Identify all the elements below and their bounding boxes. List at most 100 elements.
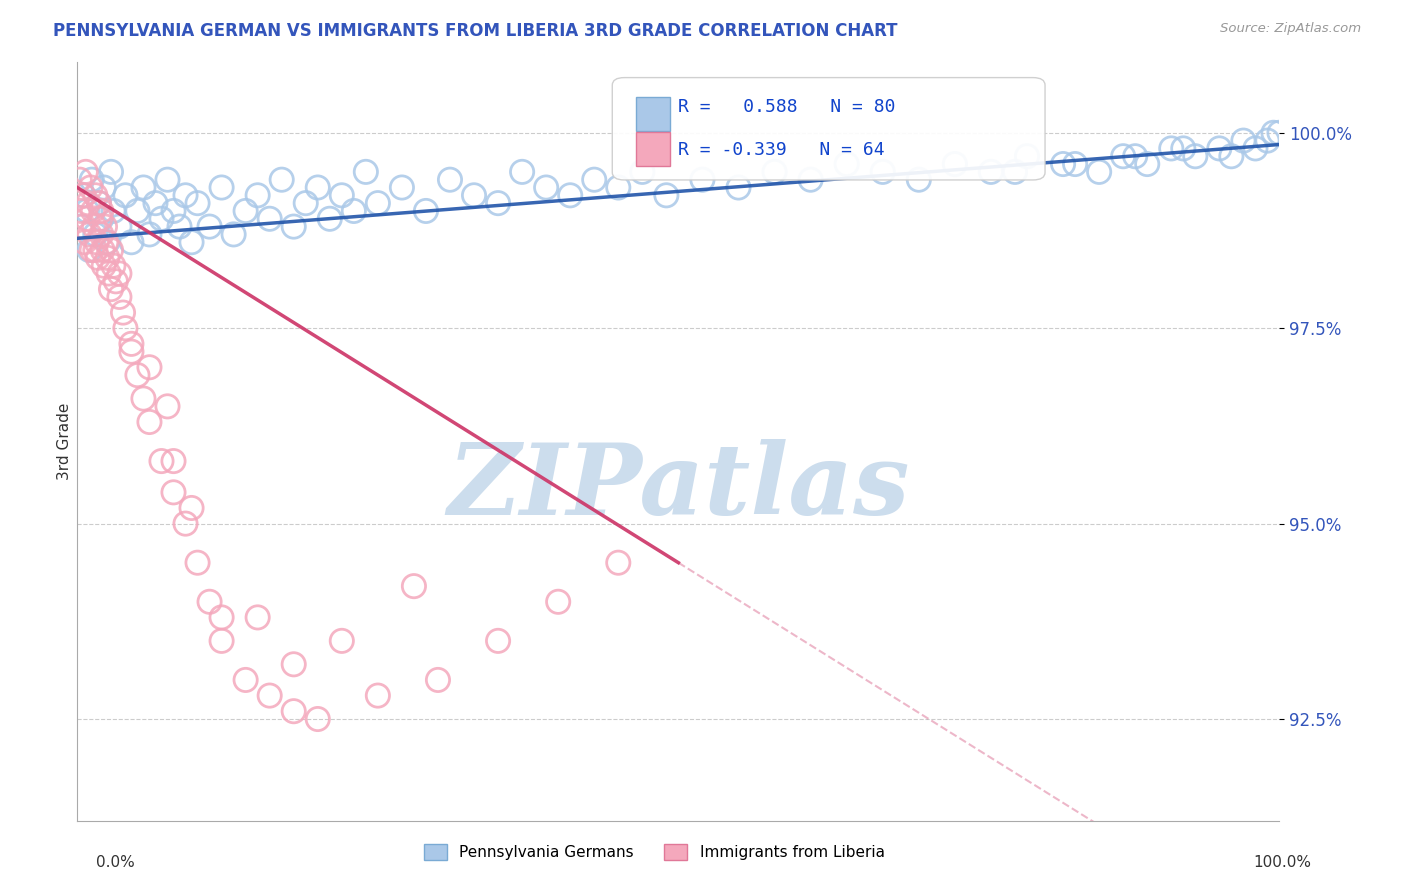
Point bbox=[198, 219, 221, 234]
Point bbox=[294, 196, 316, 211]
Point bbox=[77, 196, 100, 211]
Point bbox=[259, 211, 281, 226]
Point bbox=[486, 196, 509, 211]
Point bbox=[93, 180, 115, 194]
Point bbox=[1136, 157, 1159, 171]
Point bbox=[246, 188, 269, 202]
Point bbox=[319, 211, 342, 226]
FancyBboxPatch shape bbox=[612, 78, 1045, 180]
Point bbox=[156, 172, 179, 186]
Point bbox=[80, 172, 103, 186]
Point bbox=[84, 188, 107, 202]
Point bbox=[330, 633, 353, 648]
Point bbox=[103, 259, 125, 273]
Point bbox=[87, 196, 110, 211]
Point bbox=[76, 203, 98, 218]
Point bbox=[87, 196, 110, 211]
Point bbox=[1088, 165, 1111, 179]
Point bbox=[560, 188, 582, 202]
Point bbox=[307, 712, 329, 726]
Point bbox=[132, 180, 155, 194]
Point bbox=[72, 188, 94, 202]
Point bbox=[138, 415, 160, 429]
Point bbox=[1004, 165, 1026, 179]
Text: R =   0.588   N = 80: R = 0.588 N = 80 bbox=[679, 98, 896, 116]
Point bbox=[1220, 149, 1243, 163]
Point bbox=[70, 219, 93, 234]
Point bbox=[655, 188, 678, 202]
Point bbox=[415, 203, 437, 218]
Point bbox=[96, 235, 118, 250]
Point bbox=[90, 227, 112, 242]
Point bbox=[463, 188, 485, 202]
Point bbox=[908, 172, 931, 186]
Text: 0.0%: 0.0% bbox=[96, 855, 135, 870]
Point bbox=[367, 196, 389, 211]
Point bbox=[354, 165, 377, 179]
Point bbox=[1256, 134, 1278, 148]
Point bbox=[162, 485, 184, 500]
Point bbox=[69, 172, 91, 186]
Point bbox=[138, 227, 160, 242]
Point bbox=[145, 196, 167, 211]
Point bbox=[835, 157, 858, 171]
Point bbox=[211, 633, 233, 648]
Point bbox=[162, 203, 184, 218]
Point bbox=[1123, 149, 1146, 163]
Point bbox=[70, 203, 93, 218]
Point bbox=[91, 243, 114, 257]
Point bbox=[79, 180, 101, 194]
Point bbox=[72, 188, 94, 202]
Point bbox=[114, 321, 136, 335]
Point bbox=[127, 368, 149, 383]
Point bbox=[307, 180, 329, 194]
Point bbox=[100, 165, 122, 179]
Point bbox=[631, 165, 654, 179]
Point bbox=[510, 165, 533, 179]
Point bbox=[1015, 149, 1038, 163]
Point bbox=[283, 657, 305, 672]
Point bbox=[1064, 157, 1087, 171]
Point bbox=[90, 211, 112, 226]
Point bbox=[114, 188, 136, 202]
Point bbox=[108, 267, 131, 281]
Point bbox=[169, 219, 191, 234]
Point bbox=[80, 243, 103, 257]
Point bbox=[427, 673, 450, 687]
Point bbox=[367, 689, 389, 703]
Point bbox=[1112, 149, 1135, 163]
Text: 100.0%: 100.0% bbox=[1254, 855, 1312, 870]
Point bbox=[120, 344, 142, 359]
Point bbox=[1268, 126, 1291, 140]
Point bbox=[108, 290, 131, 304]
FancyBboxPatch shape bbox=[637, 96, 671, 130]
Point bbox=[486, 633, 509, 648]
Point bbox=[186, 196, 209, 211]
Point bbox=[150, 211, 173, 226]
Point bbox=[1263, 126, 1285, 140]
Point bbox=[211, 180, 233, 194]
Point bbox=[391, 180, 413, 194]
Text: ZIPatlas: ZIPatlas bbox=[447, 439, 910, 535]
Point bbox=[73, 235, 96, 250]
Point bbox=[547, 595, 569, 609]
Point bbox=[180, 500, 202, 515]
Point bbox=[120, 336, 142, 351]
Point bbox=[1244, 141, 1267, 155]
Point bbox=[108, 219, 131, 234]
Point bbox=[82, 203, 104, 218]
Point bbox=[763, 165, 786, 179]
Point bbox=[259, 689, 281, 703]
Point bbox=[84, 243, 107, 257]
Point bbox=[103, 203, 125, 218]
Point bbox=[111, 305, 134, 319]
Point bbox=[86, 235, 108, 250]
Point bbox=[222, 227, 245, 242]
Point bbox=[76, 211, 98, 226]
Point bbox=[1160, 141, 1182, 155]
Point bbox=[235, 203, 257, 218]
Point bbox=[270, 172, 292, 186]
Point bbox=[174, 188, 197, 202]
Point bbox=[872, 165, 894, 179]
Point bbox=[583, 172, 606, 186]
